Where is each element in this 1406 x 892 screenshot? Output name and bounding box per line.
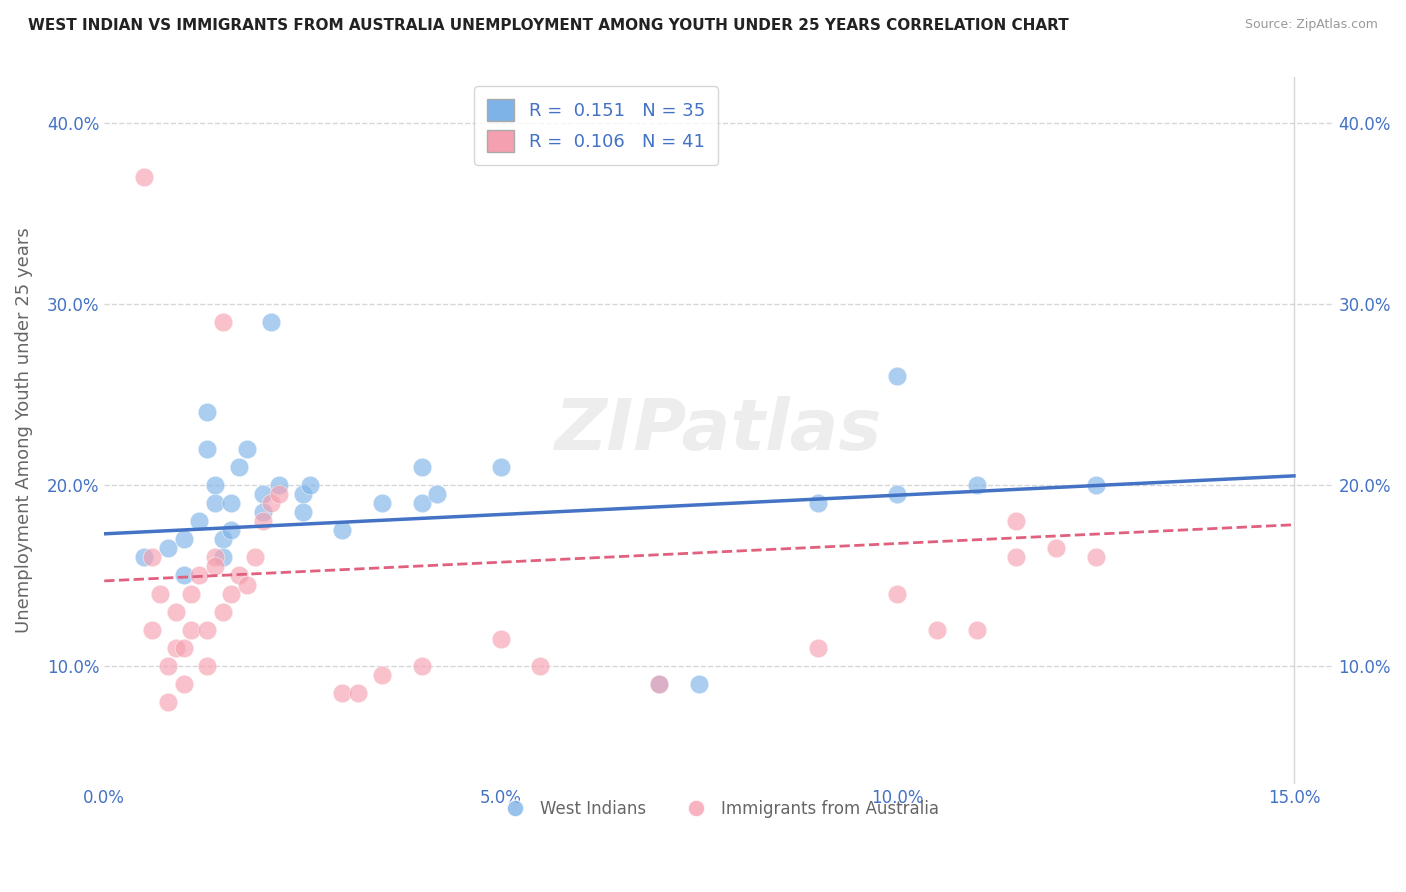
Point bbox=[648, 677, 671, 691]
Point bbox=[195, 623, 218, 637]
Point bbox=[212, 315, 235, 329]
Point bbox=[252, 487, 274, 501]
Point bbox=[966, 623, 988, 637]
Point bbox=[886, 487, 908, 501]
Point bbox=[173, 677, 195, 691]
Point bbox=[180, 623, 202, 637]
Point bbox=[219, 586, 242, 600]
Point bbox=[267, 478, 290, 492]
Y-axis label: Unemployment Among Youth under 25 years: Unemployment Among Youth under 25 years bbox=[15, 227, 32, 633]
Point bbox=[648, 677, 671, 691]
Point bbox=[411, 496, 433, 510]
Point bbox=[212, 533, 235, 547]
Point bbox=[243, 550, 266, 565]
Point bbox=[886, 369, 908, 384]
Point bbox=[1045, 541, 1067, 556]
Point bbox=[141, 550, 163, 565]
Point bbox=[156, 695, 179, 709]
Point bbox=[212, 605, 235, 619]
Point bbox=[228, 568, 250, 582]
Text: Source: ZipAtlas.com: Source: ZipAtlas.com bbox=[1244, 18, 1378, 31]
Point bbox=[1005, 514, 1028, 528]
Point bbox=[173, 533, 195, 547]
Point bbox=[299, 478, 322, 492]
Point bbox=[188, 514, 211, 528]
Point bbox=[426, 487, 449, 501]
Text: WEST INDIAN VS IMMIGRANTS FROM AUSTRALIA UNEMPLOYMENT AMONG YOUTH UNDER 25 YEARS: WEST INDIAN VS IMMIGRANTS FROM AUSTRALIA… bbox=[28, 18, 1069, 33]
Point bbox=[195, 405, 218, 419]
Point bbox=[1084, 550, 1107, 565]
Point bbox=[156, 659, 179, 673]
Point bbox=[204, 478, 226, 492]
Legend: West Indians, Immigrants from Australia: West Indians, Immigrants from Australia bbox=[492, 794, 946, 825]
Point bbox=[925, 623, 948, 637]
Point bbox=[291, 505, 314, 519]
Text: ZIPatlas: ZIPatlas bbox=[555, 396, 883, 465]
Point bbox=[195, 659, 218, 673]
Point bbox=[1005, 550, 1028, 565]
Point bbox=[411, 659, 433, 673]
Point bbox=[173, 640, 195, 655]
Point bbox=[149, 586, 172, 600]
Point bbox=[529, 659, 551, 673]
Point bbox=[371, 496, 394, 510]
Point bbox=[132, 550, 155, 565]
Point bbox=[291, 487, 314, 501]
Point bbox=[195, 442, 218, 456]
Point bbox=[267, 487, 290, 501]
Point bbox=[489, 459, 512, 474]
Point bbox=[807, 640, 830, 655]
Point bbox=[260, 496, 283, 510]
Point bbox=[204, 559, 226, 574]
Point bbox=[228, 459, 250, 474]
Point bbox=[204, 550, 226, 565]
Point bbox=[156, 541, 179, 556]
Point bbox=[141, 623, 163, 637]
Point bbox=[219, 523, 242, 537]
Point bbox=[966, 478, 988, 492]
Point bbox=[411, 459, 433, 474]
Point bbox=[219, 496, 242, 510]
Point bbox=[188, 568, 211, 582]
Point bbox=[132, 169, 155, 184]
Point bbox=[489, 632, 512, 646]
Point bbox=[886, 586, 908, 600]
Point bbox=[371, 668, 394, 682]
Point bbox=[347, 686, 370, 700]
Point bbox=[260, 315, 283, 329]
Point bbox=[330, 686, 353, 700]
Point bbox=[1084, 478, 1107, 492]
Point bbox=[330, 523, 353, 537]
Point bbox=[173, 568, 195, 582]
Point bbox=[204, 496, 226, 510]
Point bbox=[165, 640, 187, 655]
Point bbox=[180, 586, 202, 600]
Point bbox=[165, 605, 187, 619]
Point bbox=[236, 442, 259, 456]
Point bbox=[252, 514, 274, 528]
Point bbox=[807, 496, 830, 510]
Point bbox=[252, 505, 274, 519]
Point bbox=[688, 677, 710, 691]
Point bbox=[236, 577, 259, 591]
Point bbox=[212, 550, 235, 565]
